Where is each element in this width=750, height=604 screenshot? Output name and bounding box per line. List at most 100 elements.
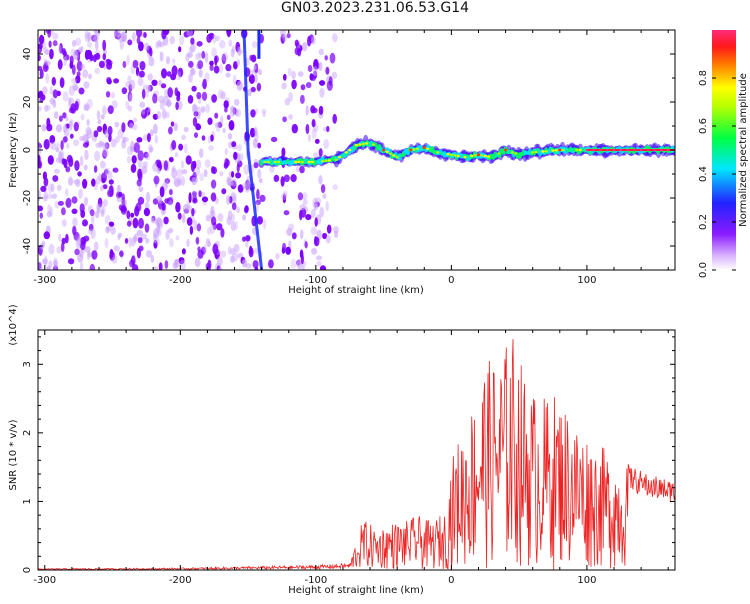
noise-blob <box>45 73 50 84</box>
noise-blob <box>104 167 110 176</box>
noise-blob <box>133 142 140 154</box>
noise-blob <box>159 100 165 110</box>
noise-blob <box>236 164 240 173</box>
snr-y-multiplier: (x10^4) <box>8 304 19 345</box>
noise-blob <box>145 191 151 203</box>
noise-blob <box>138 217 144 229</box>
noise-blob <box>98 140 103 149</box>
noise-blob <box>199 172 204 182</box>
noise-blob <box>191 85 197 92</box>
noise-blob <box>83 164 88 171</box>
noise-blob <box>72 82 78 92</box>
noise-blob <box>280 30 286 38</box>
noise-blob <box>94 150 101 162</box>
noise-blob <box>312 66 318 77</box>
noise-blob <box>180 160 185 169</box>
noise-blob <box>82 142 89 148</box>
noise-blob <box>102 199 108 207</box>
ridge-core <box>266 160 270 164</box>
noise-blob <box>332 184 339 191</box>
noise-blob <box>315 255 323 261</box>
noise-blob <box>230 48 235 58</box>
noise-blob <box>122 136 129 143</box>
noise-blob <box>297 71 304 77</box>
noise-blob <box>108 179 114 185</box>
noise-blob <box>291 79 297 90</box>
noise-blob <box>117 191 123 198</box>
noise-blob <box>300 84 306 91</box>
noise-blob <box>133 235 138 243</box>
noise-blob <box>73 49 79 61</box>
noise-blob <box>222 127 226 134</box>
noise-blob <box>189 68 196 76</box>
noise-blob <box>145 84 151 93</box>
noise-blob <box>38 161 42 168</box>
ridge-hot-spot <box>476 153 480 157</box>
noise-blob <box>251 41 258 49</box>
ridge-hot-spot <box>504 148 508 152</box>
noise-blob <box>61 219 67 227</box>
noise-blob <box>147 73 153 81</box>
ridge-core <box>463 156 467 159</box>
noise-blob <box>231 178 237 187</box>
noise-blob <box>302 192 308 201</box>
noise-blob <box>231 202 237 211</box>
noise-blob <box>138 41 144 52</box>
noise-blob <box>102 142 108 151</box>
noise-blob <box>281 147 286 157</box>
noise-blob <box>237 46 242 57</box>
noise-blob <box>124 238 129 244</box>
noise-blob <box>158 198 163 204</box>
noise-blob <box>77 171 82 177</box>
noise-blob <box>258 177 263 184</box>
noise-blob <box>301 265 305 270</box>
colorbar-gradient <box>712 30 736 270</box>
noise-blob <box>247 88 252 97</box>
noise-blob <box>190 42 196 53</box>
noise-blob <box>147 106 151 113</box>
noise-blob <box>45 60 51 66</box>
noise-blob <box>70 48 76 56</box>
noise-blob <box>245 235 251 242</box>
noise-blob <box>104 214 111 225</box>
noise-blob <box>194 257 201 268</box>
noise-blob <box>102 39 107 51</box>
colorbar: 0.0 0.2 0.4 0.6 0.8 Normalized spectral ampl… <box>698 30 749 278</box>
noise-blob <box>139 101 146 108</box>
noise-blob <box>295 166 300 173</box>
noise-blob <box>195 123 202 131</box>
noise-blob <box>270 136 278 143</box>
noise-blob <box>79 155 84 167</box>
noise-blob <box>253 127 257 135</box>
noise-blob <box>55 147 59 153</box>
noise-blob <box>307 35 312 47</box>
noise-blob <box>48 260 53 269</box>
ridge-core <box>426 147 430 150</box>
noise-blob <box>241 182 247 189</box>
ridge-core <box>385 150 389 153</box>
noise-blob <box>107 105 114 115</box>
noise-blob <box>159 51 163 62</box>
noise-blob <box>287 67 292 77</box>
noise-blob <box>60 140 64 151</box>
noise-blob <box>221 188 227 195</box>
noise-blob <box>201 91 208 101</box>
noise-blob <box>261 108 267 114</box>
noise-blob <box>254 73 258 84</box>
noise-blob <box>48 40 52 48</box>
noise-blob <box>314 138 320 144</box>
noise-blob <box>152 162 159 172</box>
noise-blob <box>157 95 165 103</box>
colorbar-tick-label: 0.6 <box>698 118 709 134</box>
noise-blob <box>38 106 42 112</box>
noise-blob <box>190 37 195 45</box>
ridge-core <box>554 149 559 152</box>
noise-blob <box>284 97 291 106</box>
colorbar-tick-label: 0.8 <box>698 70 709 86</box>
noise-blob <box>226 30 232 36</box>
noise-blob <box>88 229 93 235</box>
noise-blob <box>83 81 90 89</box>
noise-blob <box>302 199 308 206</box>
noise-blob <box>189 225 194 235</box>
